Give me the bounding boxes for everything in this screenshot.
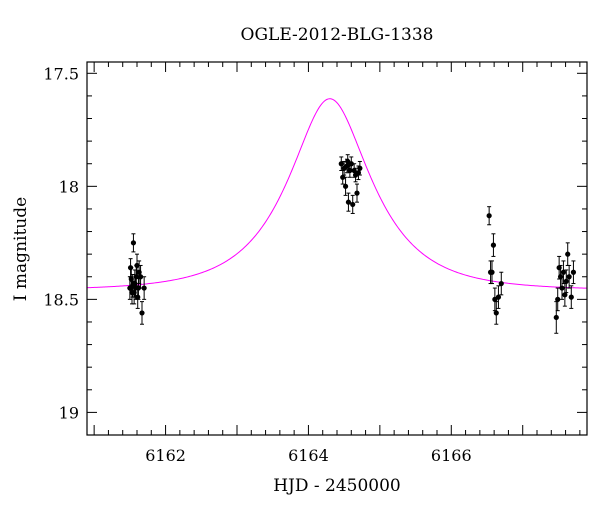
- data-point: [493, 301, 499, 325]
- data-point: [130, 233, 137, 253]
- x-tick-label: 6164: [288, 446, 329, 465]
- data-point: [342, 176, 349, 196]
- y-tick-label: 17.5: [43, 64, 79, 83]
- y-tick-label: 19: [59, 403, 79, 422]
- data-point: [139, 301, 145, 325]
- plot-area: [87, 98, 587, 334]
- data-point: [141, 276, 147, 300]
- y-axis-label: I magnitude: [11, 197, 31, 301]
- plot-frame: [86, 61, 588, 436]
- data-point: [566, 264, 572, 289]
- data-point: [495, 285, 502, 309]
- data-point: [345, 192, 352, 212]
- x-axis-label: HJD - 2450000: [273, 476, 401, 496]
- data-point: [568, 285, 574, 309]
- model-curve: [87, 98, 587, 289]
- data-point: [354, 183, 360, 203]
- data-point: [489, 260, 495, 285]
- data-point: [490, 233, 497, 257]
- axis-ticks: 6162 6164 6166 17.5 18 18.5 19: [43, 62, 587, 465]
- data-point: [559, 276, 565, 300]
- x-tick-label: 6166: [431, 446, 472, 465]
- data-point: [562, 283, 568, 307]
- chart-title: OGLE-2012-BLG-1338: [241, 25, 434, 45]
- data-point: [498, 271, 504, 296]
- data-point: [340, 170, 346, 185]
- data-point: [350, 194, 356, 214]
- data-point: [486, 206, 492, 226]
- data-point: [565, 242, 571, 266]
- y-tick-label: 18.5: [43, 290, 79, 309]
- data-point: [563, 269, 569, 294]
- data-point: [357, 160, 363, 176]
- y-tick-label: 18: [59, 177, 79, 196]
- x-tick-label: 6162: [145, 446, 186, 465]
- data-point: [570, 260, 577, 285]
- data-point: [137, 264, 144, 289]
- data-point: [348, 156, 354, 172]
